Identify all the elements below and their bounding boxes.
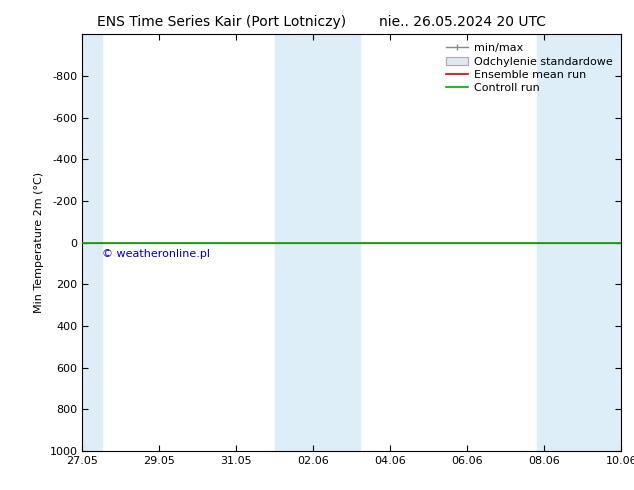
Text: nie.. 26.05.2024 20 UTC: nie.. 26.05.2024 20 UTC [379, 15, 547, 29]
Text: © weatheronline.pl: © weatheronline.pl [101, 249, 210, 259]
Bar [275, 34, 359, 451]
Y-axis label: Min Temperature 2m (°C): Min Temperature 2m (°C) [34, 172, 44, 313]
Text: ENS Time Series Kair (Port Lotniczy): ENS Time Series Kair (Port Lotniczy) [98, 15, 346, 29]
Legend: min/max, Odchylenie standardowe, Ensemble mean run, Controll run: min/max, Odchylenie standardowe, Ensembl… [443, 40, 616, 97]
Bar [536, 34, 625, 451]
Bar [79, 34, 101, 451]
